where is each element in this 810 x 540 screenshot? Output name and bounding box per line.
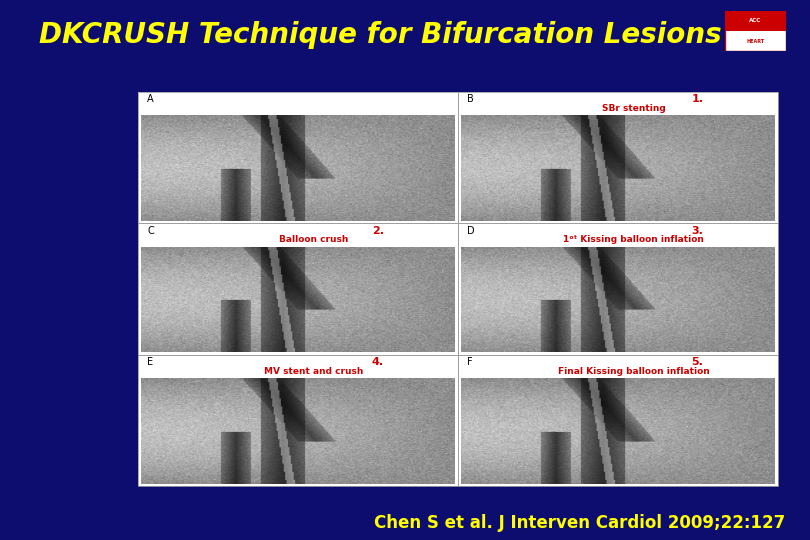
Bar [458,223,778,355]
Bar [458,355,778,486]
Text: F: F [467,357,473,367]
Text: 3.: 3. [692,226,704,236]
Text: HEART: HEART [746,39,765,44]
Bar [138,223,458,355]
Text: 1ᵒᵗ Kissing balloon inflation: 1ᵒᵗ Kissing balloon inflation [563,235,704,244]
Text: E: E [147,357,154,367]
Text: ACC: ACC [749,18,761,23]
Text: 1.: 1. [692,94,704,105]
Bar [138,355,458,486]
Text: Chen S et al. J Interven Cardiol 2009;22:127: Chen S et al. J Interven Cardiol 2009;22… [374,514,786,532]
Bar [725,11,786,31]
Bar [138,92,778,486]
Text: C: C [147,226,154,236]
Text: 4.: 4. [372,357,384,367]
Bar [138,92,458,223]
Text: 5.: 5. [692,357,704,367]
Text: D: D [467,226,475,236]
Text: B: B [467,94,474,105]
Text: 2.: 2. [372,226,384,236]
Text: MV stent and crush: MV stent and crush [264,367,364,375]
Text: Balloon crush: Balloon crush [279,235,348,244]
Text: A: A [147,94,154,105]
Text: SBr stenting: SBr stenting [602,104,666,113]
Text: Final Kissing balloon inflation: Final Kissing balloon inflation [558,367,710,375]
Bar [458,92,778,223]
Text: DKCRUSH Technique for Bifurcation Lesions: DKCRUSH Technique for Bifurcation Lesion… [40,21,722,49]
